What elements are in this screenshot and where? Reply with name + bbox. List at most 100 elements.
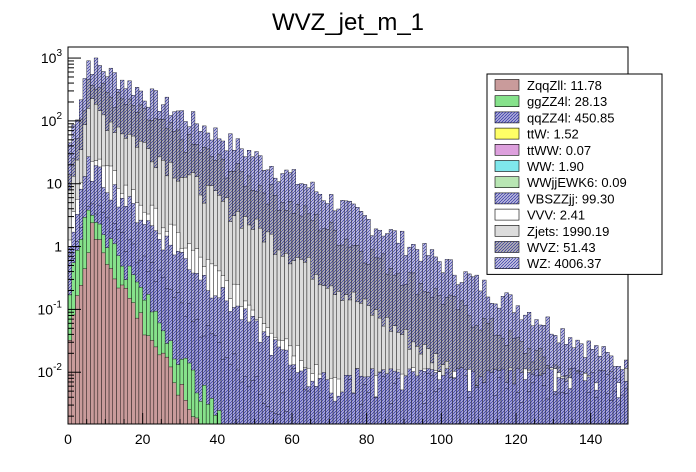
legend-label: WVZ: 51.43 (527, 240, 596, 255)
bar-hatch (426, 373, 431, 424)
bar-hatch (277, 346, 281, 424)
bar-hatch (325, 379, 330, 424)
bar-hatch (575, 373, 580, 424)
bar-hatch (478, 376, 483, 424)
bar-hatch (206, 325, 210, 424)
bar-hatch (236, 306, 240, 424)
bar-hatch (586, 392, 591, 424)
chart-title: WVZ_jet_m_1 (272, 9, 424, 36)
bar-hatch (411, 371, 416, 424)
series-0 (68, 222, 199, 424)
bar-hatch (572, 368, 576, 424)
bar (187, 409, 192, 424)
bar-hatch (474, 325, 479, 424)
bar-hatch (590, 372, 595, 424)
bar-hatch (310, 381, 315, 424)
bar-hatch (321, 372, 326, 424)
bar-hatch (512, 384, 516, 424)
bar (213, 415, 218, 424)
bar-hatch (243, 308, 248, 424)
bar-hatch (194, 319, 199, 424)
bar-hatch (523, 379, 528, 424)
bar-hatch (176, 292, 180, 424)
bar-hatch (333, 401, 337, 424)
bar-hatch (284, 350, 289, 424)
bar-hatch (269, 355, 274, 424)
bar (78, 285, 84, 424)
bar-hatch (362, 384, 367, 424)
bar (176, 394, 181, 424)
bar-hatch (456, 368, 460, 424)
bar-hatch (359, 376, 363, 424)
legend-label: ZqqZll: 11.78 (527, 78, 602, 93)
bar-hatch (456, 309, 460, 424)
x-tick-label: 80 (359, 431, 375, 447)
bar-hatch (482, 318, 487, 424)
y-tick-label: 10-1 (38, 299, 63, 317)
bar-hatch (605, 393, 610, 424)
bar-hatch (370, 368, 375, 424)
bar-hatch (239, 382, 244, 424)
bar-hatch (303, 389, 307, 424)
bar-hatch (336, 396, 341, 424)
bar-hatch (348, 379, 352, 424)
bar-hatch (299, 370, 304, 424)
legend-swatch (494, 144, 520, 156)
bar-hatch (209, 333, 214, 424)
legend-swatch (494, 176, 520, 188)
bar-hatch (516, 392, 520, 424)
y-tick-label: 10-2 (38, 362, 63, 380)
bar-hatch (430, 297, 434, 424)
x-tick-label: 60 (284, 431, 300, 447)
bar (172, 382, 177, 424)
bar (93, 239, 99, 424)
bar (105, 264, 110, 424)
bar-hatch (277, 414, 281, 424)
bar-hatch (258, 342, 263, 424)
bar (138, 312, 143, 424)
bar-hatch (213, 335, 218, 424)
bar-hatch (385, 373, 390, 424)
legend-swatch (494, 225, 520, 237)
bar-hatch (280, 392, 285, 424)
bar-hatch (418, 393, 423, 424)
bar-hatch (530, 382, 535, 424)
bar-hatch (448, 295, 453, 424)
bar-hatch (441, 375, 446, 424)
bar-hatch (452, 378, 457, 424)
legend-label: VVV: 2.41 (527, 208, 585, 223)
legend-swatch (494, 127, 520, 140)
bar (161, 352, 166, 424)
bar-hatch (463, 305, 468, 424)
legend-label: WW: 1.90 (527, 159, 584, 174)
bar-hatch (437, 295, 442, 424)
bar-hatch (579, 374, 584, 424)
bar-hatch (262, 403, 266, 424)
bar-hatch (538, 375, 543, 424)
bar-hatch (508, 370, 513, 424)
bar-hatch (254, 320, 259, 424)
bar (123, 287, 128, 424)
bar-hatch (620, 395, 625, 424)
bar-hatch (221, 287, 225, 424)
bar-hatch (471, 371, 475, 424)
bar-hatch (258, 394, 263, 424)
bar-hatch (374, 397, 378, 424)
bar-hatch (247, 386, 251, 424)
bar-hatch (396, 378, 401, 424)
bar-hatch (489, 318, 494, 424)
bar-hatch (557, 393, 561, 424)
bar-hatch (221, 359, 225, 424)
bar-hatch (355, 368, 360, 424)
bar-hatch (344, 375, 348, 424)
bar-hatch (441, 304, 446, 424)
bar (153, 346, 158, 424)
legend-swatch (494, 160, 520, 172)
bar-hatch (265, 336, 270, 424)
legend-label: WWjjEWK6: 0.09 (527, 175, 627, 190)
bar-hatch (295, 372, 300, 424)
legend-swatch-hatch (495, 111, 519, 123)
bar (75, 295, 80, 424)
bar-hatch (601, 370, 606, 424)
